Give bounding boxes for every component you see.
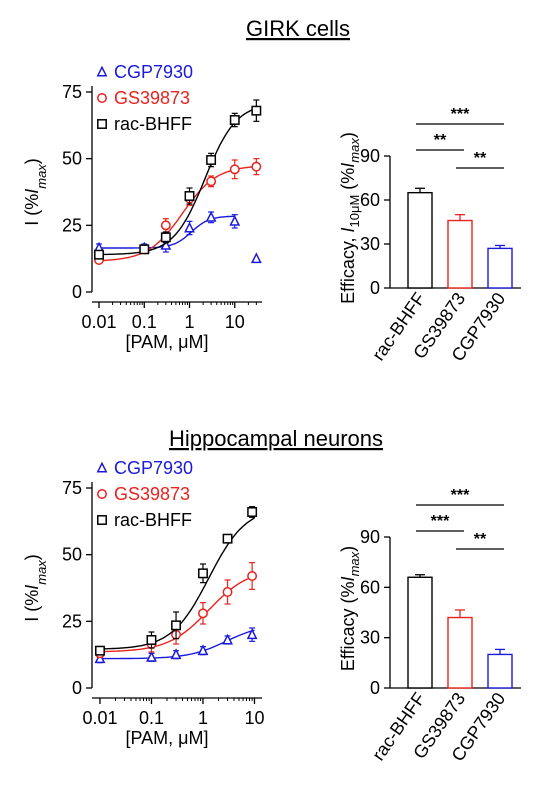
x-axis-label: [PAM, μM] (125, 728, 208, 748)
data-point (250, 252, 262, 264)
x-tick-label: 0.01 (81, 312, 116, 332)
data-point (247, 571, 258, 581)
bar-y-axis-label: Efficacy, I10μM (%Imax) (338, 132, 362, 304)
significance-label: *** (431, 513, 450, 530)
legend-marker (97, 93, 107, 103)
significance-label: *** (451, 106, 470, 123)
y-tick-label: 50 (62, 149, 82, 169)
data-point (229, 214, 241, 226)
panel-title-hippocampal: Hippocampal neurons (169, 426, 383, 451)
bar-y-tick-label: 60 (360, 190, 380, 210)
y-axis-label: I (%Imax) (22, 158, 49, 226)
data-point (94, 249, 104, 260)
legend-label-rac-BHFF: rac-BHFF (114, 510, 192, 530)
bar-y-tick-label: 30 (360, 234, 380, 254)
data-point (198, 608, 208, 619)
data-point (170, 648, 182, 660)
data-point (229, 115, 240, 125)
bar-y-tick-label: 90 (360, 146, 380, 166)
dose-response-chart-0: 0 25 50 75 0.01 0.1 1 10 [PAM, μM] I (%Imax) CGP79… (22, 62, 262, 352)
legend-label-CGP7930: CGP7930 (114, 62, 193, 82)
legend-label-CGP7930: CGP7930 (114, 458, 193, 478)
x-tick-label: 10 (225, 312, 245, 332)
x-tick-label: 1 (198, 708, 208, 728)
data-point (160, 232, 171, 243)
bar-y-axis-label: Efficacy (%Imax) (338, 546, 362, 671)
data-point (247, 507, 258, 517)
data-point (184, 191, 195, 201)
data-point (206, 176, 217, 187)
data-point (229, 164, 240, 175)
legend-label-GS39873: GS39873 (114, 484, 190, 504)
bar-y-tick-label: 60 (360, 577, 380, 597)
data-point (146, 650, 157, 662)
fit-curve-GS39873 (99, 165, 257, 262)
y-tick-label: 75 (62, 82, 82, 102)
legend-marker (97, 119, 107, 129)
fit-curve-GS39873 (100, 575, 255, 653)
y-tick-label: 75 (62, 478, 82, 498)
data-point (198, 568, 208, 579)
data-point (251, 105, 262, 116)
y-tick-label: 25 (62, 611, 82, 631)
legend-label-GS39873: GS39873 (114, 88, 190, 108)
data-point (251, 161, 262, 172)
y-tick-label: 0 (72, 282, 82, 302)
fit-curve-rac-BHFF (99, 107, 257, 256)
x-axis-label: [PAM, μM] (125, 332, 208, 352)
data-point (205, 210, 217, 222)
data-point (222, 587, 233, 597)
significance-label: *** (451, 487, 470, 504)
x-tick-label: 0.1 (132, 312, 157, 332)
data-point (95, 645, 105, 656)
legend-marker (96, 65, 108, 77)
data-point (139, 244, 150, 255)
significance-label: ** (434, 132, 447, 149)
bar-CGP7930 (487, 653, 513, 689)
bar-y-tick-label: 0 (370, 678, 380, 698)
series-rac-BHFF (95, 506, 258, 656)
legend-label-rac-BHFF: rac-BHFF (114, 114, 192, 134)
legend-marker (97, 489, 107, 499)
x-tick-label: 0.01 (82, 708, 117, 728)
x-tick-label: 0.1 (139, 708, 164, 728)
y-tick-label: 0 (72, 678, 82, 698)
bar-rac-BHFF (407, 576, 433, 689)
data-point (222, 633, 233, 645)
data-point (184, 221, 195, 233)
bar-y-tick-label: 0 (370, 278, 380, 298)
y-tick-label: 25 (62, 215, 82, 235)
bar-rac-BHFF (407, 191, 433, 289)
bar-GS39873 (447, 616, 473, 689)
x-tick-label: 1 (185, 312, 195, 332)
series-rac-BHFF (94, 99, 262, 260)
bar-GS39873 (447, 219, 473, 289)
x-tick-label: 10 (244, 708, 264, 728)
data-point (171, 620, 181, 631)
bar-y-tick-label: 30 (360, 628, 380, 648)
y-axis-label: I (%Imax) (22, 554, 49, 622)
bar-CGP7930 (487, 247, 513, 289)
data-point (206, 155, 217, 165)
legend-marker (96, 461, 108, 473)
data-point (222, 533, 233, 544)
data-point (246, 628, 258, 640)
significance-label: ** (474, 150, 487, 167)
data-point (197, 644, 209, 656)
bar-y-tick-label: 90 (360, 527, 380, 547)
data-point (160, 220, 171, 231)
y-tick-label: 50 (62, 545, 82, 565)
significance-label: ** (474, 531, 487, 548)
dose-response-chart-1: 0 25 50 75 0.01 0.1 1 10 [PAM, μM] I (%Imax) CGP79… (22, 458, 264, 748)
panel-title-girk: GIRK cells (246, 16, 350, 41)
data-point (146, 635, 157, 645)
legend-marker (97, 515, 107, 525)
